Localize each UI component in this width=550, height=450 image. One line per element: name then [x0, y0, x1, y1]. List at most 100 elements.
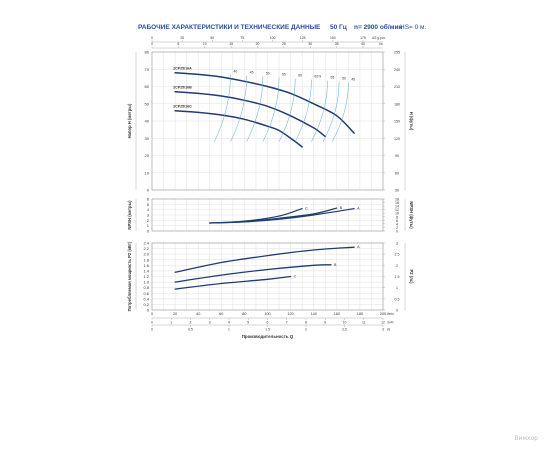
- x-axis-title: Производительность Q: [242, 334, 294, 339]
- top-axis-ls-label: 25: [282, 42, 286, 46]
- bottom-axis-m3h-label: 3: [209, 321, 211, 325]
- efficiency-label: 60: [298, 74, 302, 78]
- efficiency-arc: [246, 76, 264, 142]
- head-ytick-label: 30: [145, 136, 150, 141]
- npsh-ytick-right-label: 2: [396, 226, 398, 230]
- top-axis-ls-label: 0: [151, 42, 153, 46]
- efficiency-label: 62%: [314, 75, 321, 79]
- x-axis-tick-label: 180: [357, 312, 363, 316]
- power-series-B: [174, 264, 332, 283]
- head-ytick-right-label: 150: [394, 120, 400, 124]
- power-ytick-right-label: 0.5: [395, 297, 400, 301]
- power-series-A: [174, 246, 355, 273]
- bottom-axis-ls-label: 1.5: [265, 328, 270, 332]
- top-axis-ls-label: 10: [203, 42, 207, 46]
- npsh-ytick-label: 2: [147, 218, 150, 223]
- head-series-2CP25/16A: [174, 71, 355, 134]
- speed-label: n= 2900 об/мин: [354, 24, 403, 31]
- npsh-ytick-right-label: 0: [396, 230, 398, 234]
- npsh-ytick-right-label: 4: [396, 222, 398, 226]
- npsh-ytick-label: 1: [147, 223, 150, 228]
- head-series-label-2CP25/16A: 2CP25/16A: [173, 67, 192, 71]
- power-ytick-label: 0.4: [143, 296, 149, 301]
- efficiency-arc: [278, 78, 296, 142]
- bottom-axis-m3h-label: 4: [228, 321, 230, 325]
- power-ytick-label: 0.6: [143, 291, 149, 296]
- head-ytick-label: 60: [145, 84, 150, 89]
- npsh-ytick-label: 4: [147, 207, 150, 212]
- top-axis-gpm-label: 25: [180, 36, 184, 40]
- chart-title: РАБОЧИЕ ХАРАКТЕРИСТИКИ И ТЕХНИЧЕСКИЕ ДАН…: [138, 24, 321, 31]
- top-axis-gpm-label: 175: [360, 36, 366, 40]
- head-ytick-label: 50: [145, 101, 150, 106]
- power-series-label-B: B: [334, 263, 337, 267]
- top-axis-gpm-unit: US g.p.m.: [372, 36, 386, 40]
- head-series-label-2CP25/16C: 2CP25/16C: [173, 105, 192, 109]
- bottom-axis-m3h-label: 2: [190, 321, 192, 325]
- efficiency-label: 50: [266, 71, 270, 75]
- top-axis-gpm-label: 125: [300, 36, 306, 40]
- npsh-ylabel-right: NPSH (футы): [409, 201, 414, 229]
- head-ytick-right-label: 120: [394, 137, 400, 141]
- power-ytick-label: 1.8: [143, 257, 149, 262]
- head-series-2CP25/16B: [174, 90, 327, 138]
- power-ytick-label: 1.6: [143, 263, 149, 268]
- power-ytick-label: 2.0: [143, 252, 149, 257]
- bottom-axis-m3h-label: 0: [151, 321, 153, 325]
- npsh-frame: [151, 198, 384, 232]
- top-axis-ls-label: 15: [229, 42, 233, 46]
- frequency-label: 50 Гц: [330, 24, 347, 31]
- power-ytick-label: 1.0: [143, 280, 149, 285]
- head-frame: [151, 51, 384, 191]
- npsh-series-label-C: C: [305, 207, 308, 211]
- npsh-ytick-label: 3: [147, 213, 150, 218]
- top-axis-ls-label: 30: [308, 42, 312, 46]
- bottom-axis-ls-label: 3: [382, 328, 384, 332]
- head-ytick-label: 20: [145, 153, 150, 158]
- head-ytick-right-label: 210: [394, 85, 400, 89]
- top-axis-ls-label: 5: [177, 42, 179, 46]
- bottom-axis-m3h-label: 6: [267, 321, 269, 325]
- power-series-label-A: A: [357, 245, 360, 249]
- npsh-ytick-label: 5: [147, 202, 150, 207]
- power-series-C: [174, 275, 292, 290]
- head-ytick-label: 80: [145, 50, 150, 55]
- power-series-label-C: C: [294, 275, 297, 279]
- x-axis-tick-label: 80: [242, 312, 246, 316]
- bottom-axis-m3h-label: 1: [170, 321, 172, 325]
- top-axis-ls-label: 35: [335, 42, 339, 46]
- x-axis-tick-label: 120: [287, 312, 293, 316]
- power-ylabel: Потребляемая мощность P2 (кВт): [127, 241, 132, 311]
- power-ytick-right-label: 0: [396, 309, 398, 313]
- power-ytick-label: 0.8: [143, 285, 149, 290]
- bottom-axis-m3h-label: 7: [286, 321, 288, 325]
- npsh-ytick-label: 6: [147, 197, 150, 202]
- bottom-axis-ls-label: 2: [305, 328, 307, 332]
- npsh-series-B: [209, 207, 338, 224]
- power-ytick-right-label: 2.5: [395, 253, 400, 257]
- head-ytick-right-label: 60: [395, 171, 399, 175]
- x-axis-tick-label: 20: [173, 312, 177, 316]
- top-axis-ls-label: 40: [361, 42, 365, 46]
- npsh-series-C: [209, 208, 303, 224]
- top-axis-gpm-label: 150: [330, 36, 336, 40]
- npsh-ytick-right-label: 10: [395, 212, 399, 216]
- npsh-series-label-A: A: [357, 207, 360, 211]
- x-axis-tick-label: 100: [264, 312, 270, 316]
- efficiency-arc: [294, 79, 312, 142]
- bottom-axis-m3h-label: 10: [343, 321, 347, 325]
- head-ytick-label: 0: [147, 188, 150, 193]
- head-series-label-2CP25/16B: 2CP25/16B: [173, 86, 192, 90]
- head-ytick-right-label: 255: [394, 51, 400, 55]
- npsh-series-label-B: B: [340, 206, 343, 210]
- bottom-axis-ls-label: 2.5: [342, 328, 347, 332]
- power-ytick-label: 1.2: [143, 274, 149, 279]
- top-axis-gpm-label: 50: [210, 36, 214, 40]
- efficiency-label: 55: [282, 73, 286, 77]
- bottom-axis-ls-label: 0: [151, 328, 153, 332]
- efficiency-arc: [322, 81, 340, 142]
- watermark: Вимхор: [514, 435, 538, 442]
- x-axis-unit: l/min: [387, 312, 394, 316]
- hs-label: HS= 0 м.: [400, 24, 427, 31]
